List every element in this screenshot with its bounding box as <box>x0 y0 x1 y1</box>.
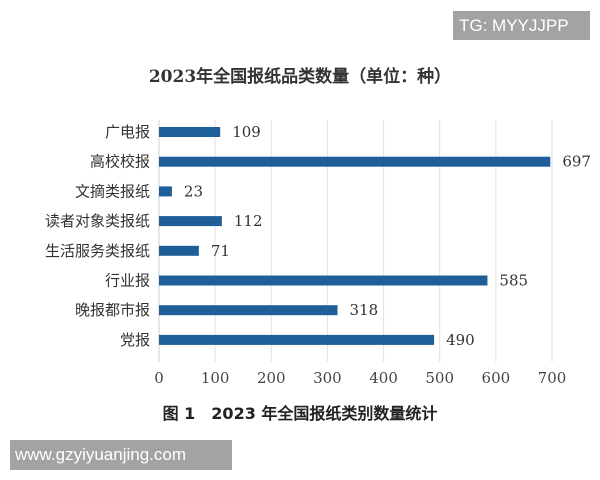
chart-title: 2023年全国报纸品类数量（单位：种） <box>148 67 452 87</box>
x-tick-label: 0 <box>154 369 164 387</box>
category-label: 晚报都市报 <box>75 301 150 319</box>
data-label: 318 <box>350 301 379 319</box>
x-tick-label: 700 <box>538 369 567 387</box>
category-label: 行业报 <box>105 272 150 290</box>
x-tick-label: 200 <box>257 369 286 387</box>
category-label: 生活服务类报纸 <box>45 242 150 260</box>
x-tick-label: 500 <box>425 369 454 387</box>
data-label: 112 <box>234 212 263 230</box>
bar <box>159 186 172 197</box>
figure-caption: 图 1 2023 年全国报纸类别数量统计 <box>162 404 438 423</box>
data-label: 490 <box>446 331 475 349</box>
category-label: 广电报 <box>105 123 150 141</box>
x-tick-label: 600 <box>482 369 511 387</box>
bar <box>159 334 435 345</box>
x-tick-label: 400 <box>369 369 398 387</box>
category-label: 文摘类报纸 <box>75 182 150 200</box>
bar <box>159 245 199 256</box>
bar <box>159 275 488 286</box>
data-label: 23 <box>184 182 203 200</box>
x-tick-label: 300 <box>313 369 342 387</box>
bar <box>159 127 221 137</box>
x-tick-label: 100 <box>201 369 230 387</box>
data-label: 109 <box>232 123 261 141</box>
watermark-bottom: www.gzyiyuanjing.com <box>10 440 232 470</box>
bar <box>159 216 222 227</box>
bar <box>159 156 551 167</box>
data-label: 585 <box>499 272 528 290</box>
bar <box>159 305 338 316</box>
category-label: 读者对象类报纸 <box>45 212 150 230</box>
data-label: 71 <box>211 242 230 260</box>
watermark-top: TG: MYYJJPP <box>453 11 590 40</box>
category-label: 党报 <box>120 331 150 349</box>
data-label: 697 <box>562 153 591 171</box>
category-label: 高校校报 <box>90 153 150 171</box>
